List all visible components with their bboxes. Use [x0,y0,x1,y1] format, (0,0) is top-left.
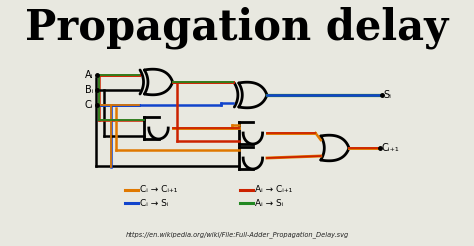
Text: Aᵢ → Cᵢ₊₁: Aᵢ → Cᵢ₊₁ [255,185,292,195]
Text: Cᵢ → Sᵢ: Cᵢ → Sᵢ [140,199,168,207]
Text: Propagation delay: Propagation delay [25,7,449,49]
Text: Cᵢ: Cᵢ [85,100,93,110]
Text: Sᵢ: Sᵢ [383,90,392,100]
Text: Cᵢ₊₁: Cᵢ₊₁ [382,143,400,153]
Text: https://en.wikipedia.org/wiki/File:Full-Adder_Propagation_Delay.svg: https://en.wikipedia.org/wiki/File:Full-… [126,231,348,238]
Text: Aᵢ: Aᵢ [85,70,93,80]
Text: Aᵢ → Sᵢ: Aᵢ → Sᵢ [255,199,283,207]
Text: Cᵢ → Cᵢ₊₁: Cᵢ → Cᵢ₊₁ [140,185,177,195]
Text: Bᵢ: Bᵢ [85,85,93,95]
Bar [28,50,446,200]
